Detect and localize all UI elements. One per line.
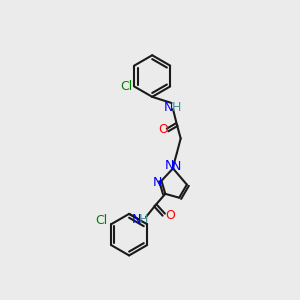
Text: H: H: [172, 101, 182, 114]
Text: Cl: Cl: [96, 214, 108, 227]
Text: H: H: [139, 213, 148, 226]
Text: O: O: [165, 209, 175, 222]
Text: Cl: Cl: [120, 80, 133, 93]
Text: N: N: [164, 159, 174, 172]
Text: N: N: [172, 160, 182, 173]
Text: O: O: [158, 123, 168, 136]
Text: N: N: [164, 101, 173, 114]
Text: N: N: [153, 176, 162, 189]
Text: N: N: [132, 213, 142, 226]
